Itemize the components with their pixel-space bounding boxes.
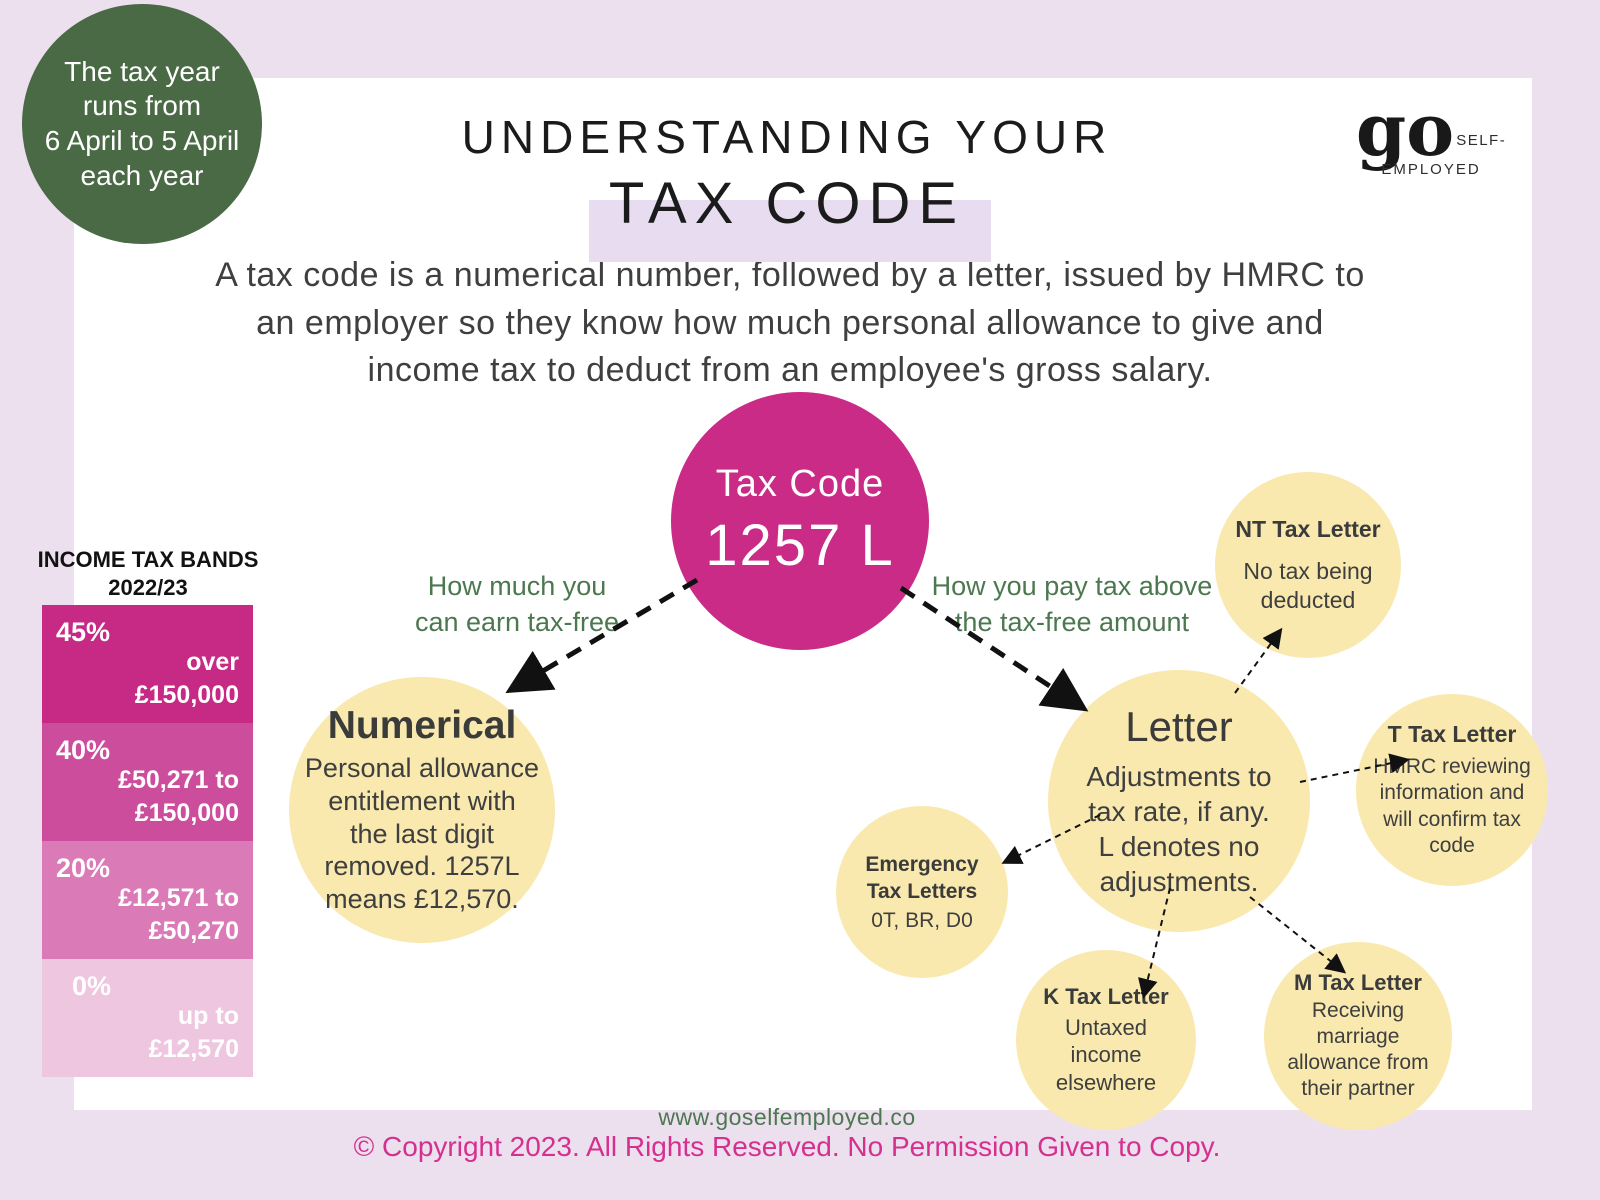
income-tax-bands: 45% over £150,000 40% £50,271 to £150,00… [42, 605, 253, 1077]
brand-logo-employed: EMPLOYED [1381, 161, 1481, 179]
bubble-t-title: T Tax Letter [1387, 721, 1517, 747]
bubble-nt-title: NT Tax Letter [1235, 515, 1381, 542]
bubble-emergency-tax-letters: Emergency Tax Letters 0T, BR, D0 [836, 806, 1008, 978]
page-title-top: UNDERSTANDING YOUR [461, 111, 1113, 163]
tax-band-range: up to £12,570 [148, 1002, 239, 1063]
page-title-main: TAX CODE [588, 170, 992, 262]
page-title-main-text: TAX CODE [608, 171, 966, 236]
bubble-m-tax-letter: M Tax Letter Receiving marriage allowanc… [1264, 942, 1452, 1130]
tax-year-badge-text: The tax year runs from 6 April to 5 Apri… [44, 55, 240, 191]
bubble-m-body: Receiving marriage allowance from their … [1287, 998, 1429, 1101]
brand-logo-mark: go [1355, 87, 1455, 172]
tax-band-rate: 40% [56, 735, 111, 765]
tax-band-rate: 20% [56, 853, 111, 883]
bubble-letter-title: Letter [1125, 703, 1233, 750]
copyright-notice: © Copyright 2023. All Rights Reserved. N… [353, 1131, 1221, 1162]
tax-band-45: 45% over £150,000 [42, 605, 253, 723]
tax-code-circle-label: Tax Code [715, 463, 885, 505]
tax-band-range: over £150,000 [134, 648, 239, 709]
bubble-emergency-body: 0T, BR, D0 [871, 909, 973, 933]
annotation-left: How much you can earn tax-free [414, 571, 620, 638]
income-tax-bands-title: INCOME TAX BANDS 2022/23 [37, 547, 259, 600]
bubble-emergency-title: Emergency Tax Letters [865, 852, 979, 903]
page-title-wrap: TAX CODE [0, 170, 1574, 262]
intro-text: A tax code is a numerical number, follow… [215, 256, 1365, 390]
tax-band-range: £50,271 to £150,000 [118, 766, 239, 827]
bubble-t-tax-letter: T Tax Letter HMRC reviewing information … [1356, 694, 1548, 886]
bubble-nt-body: No tax being deducted [1243, 557, 1373, 613]
tax-year-badge: The tax year runs from 6 April to 5 Apri… [22, 4, 262, 244]
tax-band-20: 20% £12,571 to £50,270 [42, 841, 253, 959]
tax-band-range: £12,571 to £50,270 [118, 884, 239, 945]
bubble-k-title: K Tax Letter [1043, 983, 1169, 1009]
brand-logo-row: go SELF- [1356, 93, 1505, 165]
brand-logo: go SELF- EMPLOYED [1356, 93, 1505, 179]
bubble-t-body: HMRC reviewing information and will conf… [1373, 755, 1531, 857]
bubble-k-body: Untaxed income elsewhere [1055, 1014, 1157, 1095]
bubble-numerical-title: Numerical [327, 703, 517, 747]
annotation-right: How you pay tax above the tax-free amoun… [931, 571, 1213, 638]
tax-code-circle: Tax Code 1257 L [671, 392, 929, 650]
tax-band-rate: 0% [72, 971, 112, 1001]
bubble-numerical: Numerical Personal allowance entitlement… [289, 677, 555, 943]
bubble-letter-body: Adjustments to tax rate, if any. L denot… [1086, 761, 1272, 897]
website-url: www.goselfemployed.co [658, 1104, 916, 1130]
tax-band-rate: 45% [56, 617, 111, 647]
bubble-k-tax-letter: K Tax Letter Untaxed income elsewhere [1016, 950, 1196, 1130]
bubble-letter: Letter Adjustments to tax rate, if any. … [1048, 670, 1310, 932]
bubble-m-title: M Tax Letter [1294, 969, 1422, 995]
bubble-numerical-body: Personal allowance entitlement with the … [304, 752, 540, 915]
tax-band-0: 0% up to £12,570 [42, 959, 253, 1077]
brand-logo-self: SELF- [1456, 132, 1507, 150]
bubble-nt-tax-letter: NT Tax Letter No tax being deducted [1215, 472, 1401, 658]
tax-code-value: 1257 L [705, 513, 895, 578]
tax-band-40: 40% £50,271 to £150,000 [42, 723, 253, 841]
